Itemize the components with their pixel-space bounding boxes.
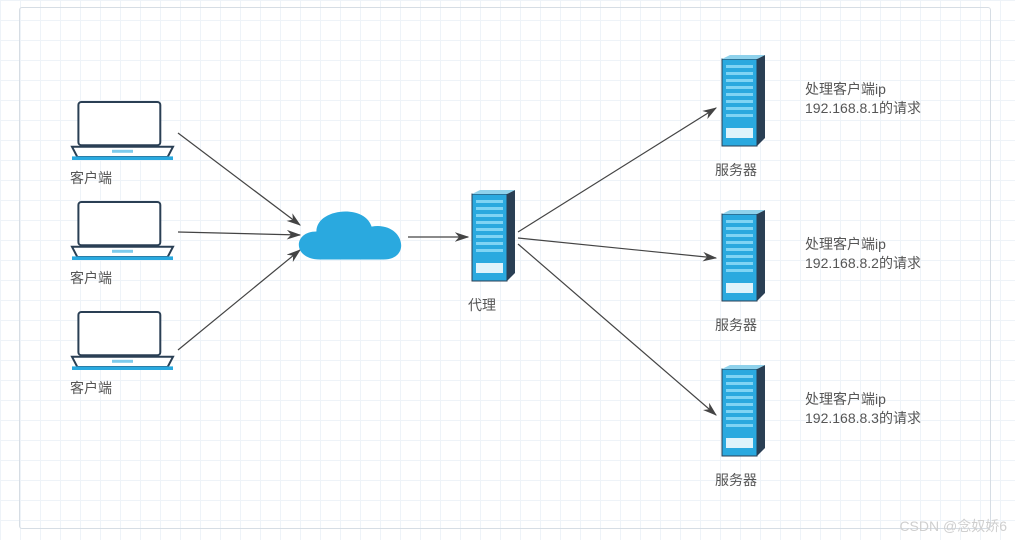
annotation-a3: 处理客户端ip192.168.8.3的请求 (805, 390, 921, 428)
srv2-server-icon (720, 210, 765, 305)
proxy-server-icon (470, 190, 515, 285)
edge-2 (178, 250, 300, 350)
annotation-a1: 处理客户端ip192.168.8.1的请求 (805, 80, 921, 118)
srv3-server-icon (720, 365, 765, 460)
edge-5 (518, 238, 716, 258)
edge-1 (178, 232, 300, 235)
client3-label: 客户端 (70, 378, 112, 398)
srv3-label: 服务器 (715, 470, 757, 490)
cloud-cloud-icon (290, 200, 410, 270)
edge-4 (518, 108, 716, 232)
client1-label: 客户端 (70, 168, 112, 188)
client1-laptop-icon (70, 100, 175, 160)
client3-laptop-icon (70, 310, 175, 370)
srv1-label: 服务器 (715, 160, 757, 180)
srv2-label: 服务器 (715, 315, 757, 335)
client2-label: 客户端 (70, 268, 112, 288)
edge-0 (178, 133, 300, 225)
proxy-label: 代理 (468, 295, 496, 315)
annotation-a2: 处理客户端ip192.168.8.2的请求 (805, 235, 921, 273)
srv1-server-icon (720, 55, 765, 150)
edge-6 (518, 244, 716, 415)
watermark: CSDN @念奴娇6 (899, 516, 1007, 536)
client2-laptop-icon (70, 200, 175, 260)
